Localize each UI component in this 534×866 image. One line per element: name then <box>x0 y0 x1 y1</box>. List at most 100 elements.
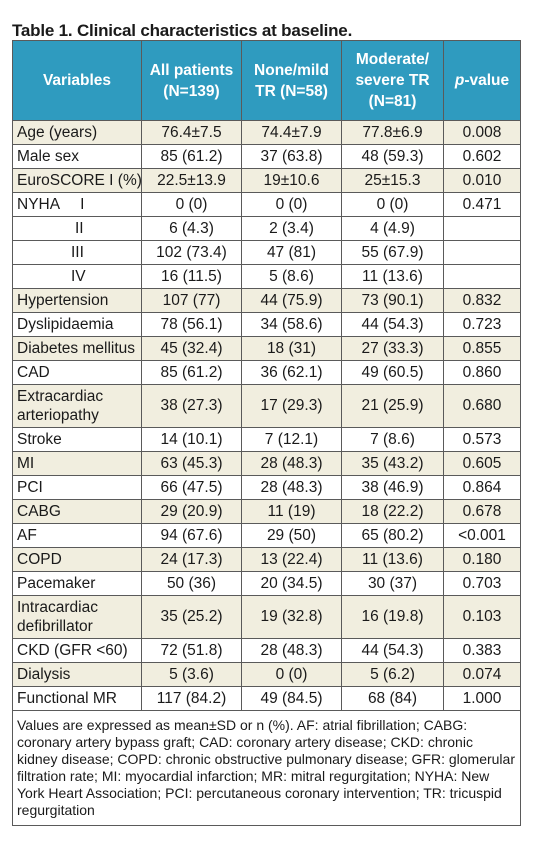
cell-moderate-severe: 73 (90.1) <box>341 288 444 313</box>
cell-all-patients: 14 (10.1) <box>141 427 242 452</box>
cell-moderate-severe: 7 (8.6) <box>341 427 444 452</box>
cell-none-mild: 5 (8.6) <box>241 264 342 289</box>
row-label: IV <box>12 264 142 289</box>
row-label: Dialysis <box>12 662 142 687</box>
header-variables: Variables <box>12 40 142 121</box>
row-label: EuroSCORE I (%) <box>12 168 142 193</box>
table-row: EuroSCORE I (%) 22.5±13.9 19±10.6 25±15.3 0.… <box>12 168 521 193</box>
cell-all-patients: 72 (51.8) <box>141 638 242 663</box>
cell-moderate-severe: 25±15.3 <box>341 168 444 193</box>
cell-p-value: 0.855 <box>443 336 521 361</box>
table-row: Stroke 14 (10.1) 7 (12.1) 7 (8.6) 0.573 <box>12 427 521 452</box>
cell-moderate-severe: 4 (4.9) <box>341 216 444 241</box>
cell-all-patients: 66 (47.5) <box>141 475 242 500</box>
table-row: Male sex 85 (61.2) 37 (63.8) 48 (59.3) 0.602 <box>12 144 521 169</box>
nyha-class-label: I <box>80 195 85 213</box>
cell-none-mild: 44 (75.9) <box>241 288 342 313</box>
cell-all-patients: 107 (77) <box>141 288 242 313</box>
cell-moderate-severe: 44 (54.3) <box>341 638 444 663</box>
cell-none-mild: 0 (0) <box>241 192 342 217</box>
cell-p-value: 0.074 <box>443 662 521 687</box>
cell-none-mild: 74.4±7.9 <box>241 120 342 145</box>
cell-all-patients: 22.5±13.9 <box>141 168 242 193</box>
cell-p-value: 0.680 <box>443 384 521 428</box>
cell-none-mild: 34 (58.6) <box>241 312 342 337</box>
table-row: Pacemaker 50 (36) 20 (34.5) 30 (37) 0.703 <box>12 571 521 596</box>
cell-none-mild: 18 (31) <box>241 336 342 361</box>
table-row: Hypertension 107 (77) 44 (75.9) 73 (90.1) 0.… <box>12 288 521 313</box>
cell-all-patients: 63 (45.3) <box>141 451 242 476</box>
row-label: Male sex <box>12 144 142 169</box>
cell-p-value: 0.010 <box>443 168 521 193</box>
cell-p-value <box>443 264 521 289</box>
row-label: III <box>12 240 142 265</box>
cell-all-patients: 38 (27.3) <box>141 384 242 428</box>
cell-p-value: 0.602 <box>443 144 521 169</box>
table-row: II 6 (4.3) 2 (3.4) 4 (4.9) <box>12 216 521 241</box>
cell-moderate-severe: 65 (80.2) <box>341 523 444 548</box>
cell-all-patients: 29 (20.9) <box>141 499 242 524</box>
cell-none-mild: 13 (22.4) <box>241 547 342 572</box>
cell-p-value: 0.008 <box>443 120 521 145</box>
cell-none-mild: 28 (48.3) <box>241 638 342 663</box>
table-row: NYHA I 0 (0) 0 (0) 0 (0) 0.471 <box>12 192 521 217</box>
cell-all-patients: 5 (3.6) <box>141 662 242 687</box>
header-p-rest: -value <box>464 72 510 89</box>
row-label: PCI <box>12 475 142 500</box>
cell-none-mild: 20 (34.5) <box>241 571 342 596</box>
cell-all-patients: 0 (0) <box>141 192 242 217</box>
cell-none-mild: 17 (29.3) <box>241 384 342 428</box>
cell-p-value <box>443 240 521 265</box>
cell-all-patients: 117 (84.2) <box>141 686 242 711</box>
table-footnote: Values are expressed as mean±SD or n (%)… <box>12 710 521 826</box>
footnote-row: Values are expressed as mean±SD or n (%)… <box>12 710 521 826</box>
table-row: III 102 (73.4) 47 (81) 55 (67.9) <box>12 240 521 265</box>
cell-none-mild: 11 (19) <box>241 499 342 524</box>
cell-p-value: 0.605 <box>443 451 521 476</box>
cell-moderate-severe: 16 (19.8) <box>341 595 444 639</box>
nyha-label: NYHA <box>17 195 61 213</box>
header-moderate-severe-tr: Moderate/ severe TR (N=81) <box>341 40 444 121</box>
cell-moderate-severe: 38 (46.9) <box>341 475 444 500</box>
cell-p-value: 0.832 <box>443 288 521 313</box>
cell-moderate-severe: 11 (13.6) <box>341 547 444 572</box>
row-label: CAD <box>12 360 142 385</box>
cell-none-mild: 36 (62.1) <box>241 360 342 385</box>
cell-moderate-severe: 18 (22.2) <box>341 499 444 524</box>
cell-all-patients: 85 (61.2) <box>141 360 242 385</box>
cell-none-mild: 2 (3.4) <box>241 216 342 241</box>
cell-all-patients: 50 (36) <box>141 571 242 596</box>
cell-moderate-severe: 5 (6.2) <box>341 662 444 687</box>
cell-moderate-severe: 30 (37) <box>341 571 444 596</box>
table-row: COPD 24 (17.3) 13 (22.4) 11 (13.6) 0.180 <box>12 547 521 572</box>
cell-p-value: 0.471 <box>443 192 521 217</box>
cell-none-mild: 19 (32.8) <box>241 595 342 639</box>
row-label: COPD <box>12 547 142 572</box>
cell-none-mild: 49 (84.5) <box>241 686 342 711</box>
cell-p-value: 0.573 <box>443 427 521 452</box>
table-row: CABG 29 (20.9) 11 (19) 18 (22.2) 0.678 <box>12 499 521 524</box>
cell-all-patients: 78 (56.1) <box>141 312 242 337</box>
table-row: Dyslipidaemia 78 (56.1) 34 (58.6) 44 (54.3)… <box>12 312 521 337</box>
cell-all-patients: 16 (11.5) <box>141 264 242 289</box>
cell-moderate-severe: 35 (43.2) <box>341 451 444 476</box>
row-label: Age (years) <box>12 120 142 145</box>
cell-all-patients: 85 (61.2) <box>141 144 242 169</box>
header-p-value: p-value <box>443 40 521 121</box>
header-p-italic: p <box>454 72 465 89</box>
row-label: Dyslipidaemia <box>12 312 142 337</box>
cell-none-mild: 28 (48.3) <box>241 475 342 500</box>
cell-all-patients: 45 (32.4) <box>141 336 242 361</box>
cell-moderate-severe: 21 (25.9) <box>341 384 444 428</box>
row-label: Intracardiac defibrillator <box>12 595 142 639</box>
cell-p-value: 0.180 <box>443 547 521 572</box>
table-row: IV 16 (11.5) 5 (8.6) 11 (13.6) <box>12 264 521 289</box>
cell-all-patients: 24 (17.3) <box>141 547 242 572</box>
row-label: II <box>12 216 142 241</box>
table-container: Table 1. Clinical characteristics at bas… <box>12 0 521 826</box>
cell-moderate-severe: 49 (60.5) <box>341 360 444 385</box>
cell-p-value: 1.000 <box>443 686 521 711</box>
cell-all-patients: 6 (4.3) <box>141 216 242 241</box>
cell-moderate-severe: 27 (33.3) <box>341 336 444 361</box>
row-label: Hypertension <box>12 288 142 313</box>
